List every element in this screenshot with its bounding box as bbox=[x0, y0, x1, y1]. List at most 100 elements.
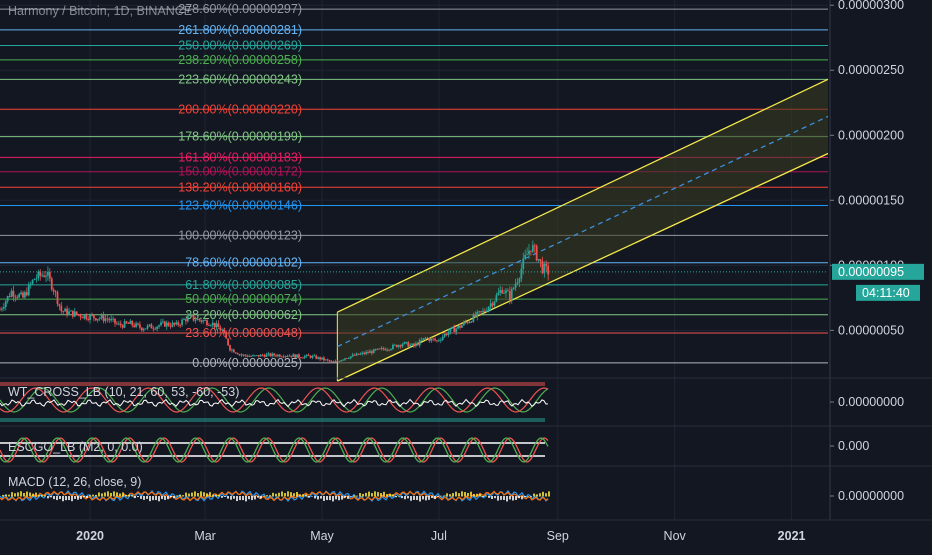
candle-body bbox=[221, 329, 224, 331]
macd-histogram-bar bbox=[377, 492, 379, 497]
macd-histogram-bar bbox=[524, 496, 526, 498]
macd-histogram-bar bbox=[179, 494, 181, 497]
macd-histogram-bar bbox=[233, 496, 235, 499]
macd-histogram-bar bbox=[503, 496, 505, 500]
candle-body bbox=[282, 356, 285, 358]
candle-body bbox=[503, 292, 505, 294]
macd-histogram-bar bbox=[362, 493, 364, 497]
candle-body bbox=[10, 290, 13, 297]
candle-body bbox=[522, 258, 525, 269]
candle-body bbox=[150, 324, 153, 329]
channel-upper-line[interactable] bbox=[337, 78, 829, 313]
candle-body bbox=[319, 357, 321, 360]
candle-body bbox=[47, 272, 49, 276]
macd-histogram-bar bbox=[50, 496, 52, 498]
candle-body bbox=[139, 324, 141, 328]
candle-body bbox=[376, 348, 379, 350]
macd-histogram-bar bbox=[71, 496, 73, 502]
last-price-badge bbox=[832, 263, 924, 280]
candle-body bbox=[248, 356, 251, 357]
candle-body bbox=[315, 355, 318, 359]
candle-body bbox=[395, 344, 398, 348]
candle-body bbox=[194, 320, 197, 321]
candle-body bbox=[530, 250, 532, 252]
candle-body bbox=[436, 340, 438, 342]
macd-histogram-bar bbox=[527, 495, 529, 497]
macd-histogram-bar bbox=[443, 495, 445, 497]
candle-body bbox=[533, 245, 536, 247]
candle-body bbox=[219, 327, 222, 331]
macd-histogram-bar bbox=[302, 494, 304, 497]
candle-body bbox=[501, 290, 504, 294]
fib-level-label: 261.80%(0.00000281) bbox=[178, 23, 302, 37]
candle-body bbox=[277, 354, 279, 357]
countdown-label: 04:11:40 bbox=[862, 286, 910, 300]
candle-body bbox=[392, 344, 394, 349]
candle-body bbox=[89, 315, 91, 320]
osc-y-tick-label: 0.000 bbox=[838, 439, 869, 453]
macd-histogram-bar bbox=[110, 492, 112, 497]
candle-body bbox=[144, 328, 147, 330]
macd-histogram-bar bbox=[350, 496, 352, 497]
macd-histogram-bar bbox=[437, 496, 439, 497]
candle-body bbox=[405, 342, 408, 343]
escgo-title: ESCGO_LB (M2, 0, 0.0) bbox=[8, 440, 143, 454]
macd-histogram-bar bbox=[392, 494, 394, 497]
candle-body bbox=[267, 353, 270, 355]
channel-mid-line[interactable] bbox=[337, 115, 829, 348]
macd-histogram-bar bbox=[341, 496, 343, 500]
macd-histogram-bar bbox=[170, 496, 172, 498]
candle-body bbox=[438, 340, 440, 342]
candle-body bbox=[79, 314, 82, 318]
macd-histogram-bar bbox=[200, 491, 202, 497]
candle-body bbox=[204, 320, 206, 321]
candle-body bbox=[29, 283, 32, 285]
candle-body bbox=[296, 354, 298, 358]
macd-histogram-bar bbox=[131, 495, 133, 497]
macd-histogram-bar bbox=[314, 496, 316, 499]
y-tick-label: 0.00000050 bbox=[838, 323, 904, 337]
candle-body bbox=[171, 322, 174, 327]
candle-body bbox=[160, 322, 162, 326]
candle-body bbox=[206, 320, 208, 326]
macd-histogram-bar bbox=[182, 495, 184, 497]
candle-body bbox=[1, 308, 3, 310]
candle-body bbox=[305, 354, 308, 357]
candle-body bbox=[186, 315, 189, 322]
candle-body bbox=[181, 319, 183, 326]
candle-body bbox=[338, 361, 341, 363]
candle-body bbox=[121, 325, 124, 328]
candle-body bbox=[238, 354, 241, 356]
candle-body bbox=[397, 345, 400, 348]
macd-histogram-bar bbox=[80, 496, 82, 499]
candle-body bbox=[464, 322, 467, 323]
candle-body bbox=[12, 290, 15, 297]
macd-histogram-bar bbox=[506, 496, 508, 502]
candle-body bbox=[399, 345, 402, 347]
candle-body bbox=[81, 317, 84, 319]
macd-histogram-bar bbox=[272, 492, 274, 497]
candle-body bbox=[56, 292, 59, 305]
macd-histogram-bar bbox=[83, 496, 85, 498]
candle-body bbox=[323, 357, 325, 361]
candle-body bbox=[455, 328, 458, 332]
candle-body bbox=[200, 320, 203, 322]
candle-body bbox=[508, 291, 511, 301]
candle-body bbox=[290, 355, 293, 357]
candle-body bbox=[491, 303, 494, 306]
macd-histogram-bar bbox=[353, 495, 355, 497]
macd-histogram-bar bbox=[59, 496, 61, 500]
macd-histogram-bar bbox=[53, 496, 55, 500]
macd-histogram-bar bbox=[458, 493, 460, 497]
fib-level-label: 178.60%(0.00000199) bbox=[178, 130, 302, 144]
macd-histogram-bar bbox=[107, 491, 109, 497]
candle-body bbox=[77, 314, 80, 316]
candle-body bbox=[330, 361, 333, 363]
macd-histogram-bar bbox=[425, 496, 427, 501]
macd-histogram-bar bbox=[548, 491, 550, 497]
macd-histogram-bar bbox=[431, 496, 433, 498]
macd-histogram-bar bbox=[260, 496, 262, 499]
macd-histogram-bar bbox=[191, 492, 193, 497]
